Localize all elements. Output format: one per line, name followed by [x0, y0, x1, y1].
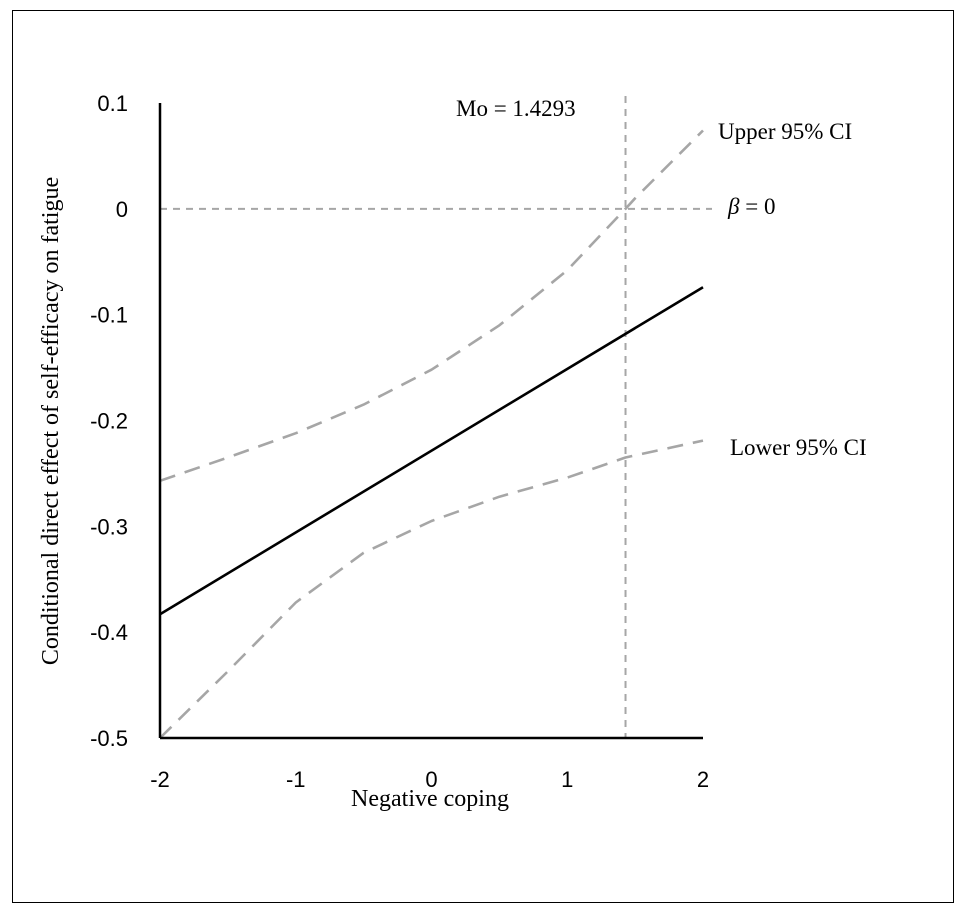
- annotations: Mo = 1.4293 Upper 95% CI β = 0 Lower 95%…: [38, 96, 867, 812]
- x-tick-label: 2: [697, 767, 709, 792]
- x-axis-title: Negative coping: [351, 786, 509, 812]
- y-axis-title: Conditional direct effect of self-effica…: [38, 177, 64, 665]
- y-tick-label: -0.1: [90, 303, 128, 328]
- y-tick-label: -0.3: [90, 514, 128, 539]
- lower-ci-label: Lower 95% CI: [730, 435, 867, 460]
- x-tick-label: 0: [425, 767, 437, 792]
- y-tick-label: 0.1: [97, 91, 128, 116]
- y-tick-label: -0.5: [90, 726, 128, 751]
- x-tick-label: -1: [286, 767, 306, 792]
- y-tick-label: 0: [116, 197, 128, 222]
- axes: [158, 103, 703, 740]
- x-tick-label: 1: [561, 767, 573, 792]
- y-tick-label: -0.4: [90, 620, 128, 645]
- series: [159, 129, 704, 739]
- tick-labels: 0.1 0 -0.1 -0.2 -0.3 -0.4 -0.5 -2 -1 0 1 2: [90, 91, 709, 792]
- reference-lines: [160, 96, 712, 738]
- y-tick-label: -0.2: [90, 409, 128, 434]
- upper-ci-line: [159, 129, 704, 483]
- beta-symbol: β: [727, 194, 740, 219]
- beta-zero-label: β = 0: [727, 194, 775, 219]
- chart-frame: [12, 10, 954, 903]
- mode-line-label: Mo = 1.4293: [456, 96, 576, 121]
- beta-equals-zero: = 0: [739, 194, 775, 219]
- estimate-line: [159, 286, 704, 616]
- x-tick-label: -2: [150, 767, 170, 792]
- upper-ci-label: Upper 95% CI: [718, 119, 852, 144]
- lower-ci-line: [159, 439, 704, 739]
